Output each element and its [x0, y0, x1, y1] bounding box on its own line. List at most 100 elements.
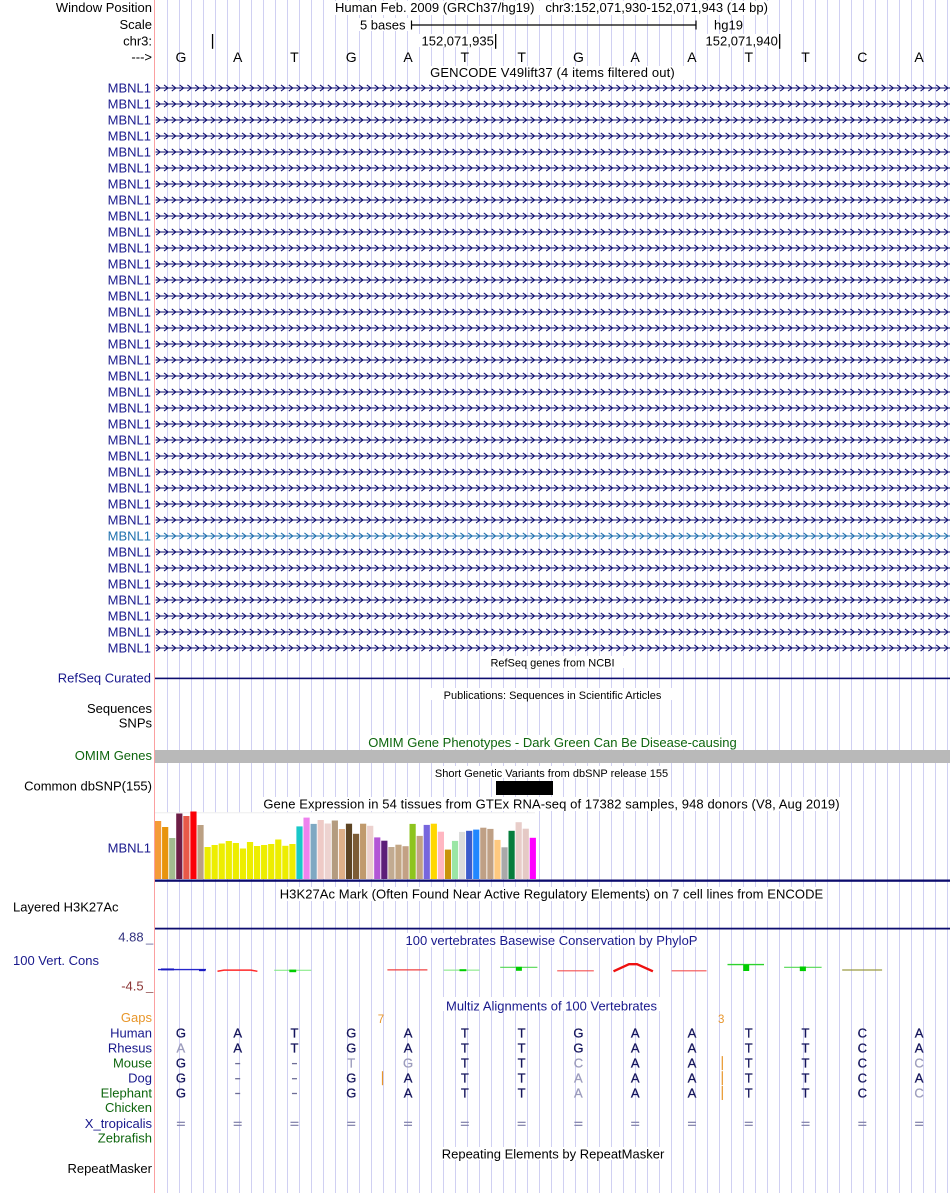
svg-text:RepeatMasker: RepeatMasker [67, 1161, 152, 1176]
svg-text:G: G [175, 49, 186, 65]
svg-text:Rhesus: Rhesus [108, 1041, 153, 1056]
svg-text:G: G [403, 1056, 413, 1071]
svg-text:C: C [858, 1086, 867, 1101]
svg-text:MBNL1: MBNL1 [108, 81, 151, 96]
svg-text:G: G [573, 1025, 583, 1040]
svg-text:MBNL1: MBNL1 [108, 273, 151, 288]
svg-text:A: A [404, 1071, 413, 1086]
svg-text:MBNL1: MBNL1 [108, 529, 151, 544]
svg-text:MBNL1: MBNL1 [108, 545, 151, 560]
svg-text:T: T [518, 1056, 526, 1071]
svg-text:A: A [403, 49, 413, 65]
svg-text:MBNL1: MBNL1 [108, 129, 151, 144]
svg-text:C: C [914, 1056, 923, 1071]
svg-text:A: A [915, 1071, 924, 1086]
svg-text:MBNL1: MBNL1 [108, 353, 151, 368]
svg-text:MBNL1: MBNL1 [108, 369, 151, 384]
svg-text:T: T [802, 1025, 810, 1040]
svg-text:A: A [631, 49, 641, 65]
svg-text:T: T [802, 1056, 810, 1071]
svg-text:chr3:: chr3: [123, 34, 152, 49]
svg-text:OMIM Gene Phenotypes - Dark Gr: OMIM Gene Phenotypes - Dark Green Can Be… [368, 735, 737, 750]
svg-text:A: A [688, 1025, 697, 1040]
svg-text:T: T [802, 1041, 810, 1056]
svg-text:Gene Expression in 54 tissues: Gene Expression in 54 tissues from GTEx … [263, 797, 839, 812]
svg-text:MBNL1: MBNL1 [108, 113, 151, 128]
svg-text:A: A [688, 1071, 697, 1086]
svg-text:MBNL1: MBNL1 [108, 465, 151, 480]
svg-text:T: T [290, 1041, 298, 1056]
svg-text:T: T [290, 49, 299, 65]
svg-text:A: A [404, 1041, 413, 1056]
svg-text:T: T [461, 1025, 469, 1040]
svg-text:G: G [176, 1086, 186, 1101]
svg-text:-4.5: -4.5 [121, 978, 143, 993]
svg-text:A: A [631, 1086, 640, 1101]
svg-text:T: T [801, 49, 810, 65]
svg-text:T: T [518, 1071, 526, 1086]
svg-text:Dog: Dog [128, 1071, 152, 1086]
svg-text:MBNL1: MBNL1 [108, 305, 151, 320]
svg-text:Short Genetic Variants from db: Short Genetic Variants from dbSNP releas… [435, 768, 668, 780]
svg-text:G: G [346, 1041, 356, 1056]
svg-text:--->: ---> [131, 50, 152, 65]
svg-text:G: G [346, 1071, 356, 1086]
svg-text:A: A [688, 1056, 697, 1071]
svg-text:G: G [176, 1025, 186, 1040]
svg-text:MBNL1: MBNL1 [108, 321, 151, 336]
svg-text:Human Feb. 2009 (GRCh37/hg19): Human Feb. 2009 (GRCh37/hg19) chr3:152,0… [335, 0, 768, 15]
svg-text:MBNL1: MBNL1 [108, 561, 151, 576]
svg-text:_: _ [145, 930, 154, 945]
svg-text:MBNL1: MBNL1 [108, 289, 151, 304]
svg-text:MBNL1: MBNL1 [108, 609, 151, 624]
svg-text:C: C [858, 1056, 867, 1071]
svg-text:T: T [517, 49, 526, 65]
svg-text:MBNL1: MBNL1 [108, 97, 151, 112]
svg-text:MBNL1: MBNL1 [108, 337, 151, 352]
svg-text:MBNL1: MBNL1 [108, 417, 151, 432]
svg-text:G: G [573, 1041, 583, 1056]
svg-text:MBNL1: MBNL1 [108, 481, 151, 496]
svg-text:MBNL1: MBNL1 [108, 433, 151, 448]
svg-text:MBNL1: MBNL1 [108, 497, 151, 512]
svg-text:MBNL1: MBNL1 [108, 513, 151, 528]
svg-text:Human: Human [110, 1025, 152, 1040]
svg-text:A: A [688, 1086, 697, 1101]
svg-text:Common dbSNP(155): Common dbSNP(155) [24, 779, 152, 794]
svg-text:MBNL1: MBNL1 [108, 209, 151, 224]
svg-text:SNPs: SNPs [119, 715, 153, 730]
svg-text:MBNL1: MBNL1 [108, 241, 151, 256]
svg-text:100 vertebrates Basewise Conse: 100 vertebrates Basewise Conservation by… [406, 933, 698, 948]
svg-text:Multiz Alignments of 100 Verte: Multiz Alignments of 100 Vertebrates [446, 998, 658, 1013]
svg-text:T: T [802, 1071, 810, 1086]
svg-text:A: A [631, 1056, 640, 1071]
svg-text:A: A [631, 1025, 640, 1040]
svg-text:A: A [233, 49, 243, 65]
svg-text:T: T [461, 1086, 469, 1101]
svg-text:MBNL1: MBNL1 [108, 193, 151, 208]
svg-text:C: C [858, 1041, 867, 1056]
svg-text:MBNL1: MBNL1 [108, 593, 151, 608]
svg-text:T: T [802, 1086, 810, 1101]
svg-text:T: T [518, 1025, 526, 1040]
svg-text:H3K27Ac Mark (Often Found Near: H3K27Ac Mark (Often Found Near Active Re… [280, 887, 824, 902]
svg-text:RefSeq genes from NCBI: RefSeq genes from NCBI [490, 658, 614, 670]
svg-text:Publications: Sequences in Sci: Publications: Sequences in Scientific Ar… [444, 690, 662, 702]
svg-text:G: G [346, 1025, 356, 1040]
svg-text:T: T [461, 1041, 469, 1056]
svg-text:G: G [346, 1086, 356, 1101]
svg-text:C: C [914, 1086, 923, 1101]
svg-text:T: T [290, 1025, 298, 1040]
svg-text:3: 3 [718, 1014, 724, 1026]
svg-text:T: T [461, 1071, 469, 1086]
svg-text:OMIM Genes: OMIM Genes [75, 748, 153, 763]
svg-text:MBNL1: MBNL1 [108, 177, 151, 192]
svg-text:Sequences: Sequences [87, 701, 153, 716]
svg-text:Layered H3K27Ac: Layered H3K27Ac [13, 900, 119, 915]
svg-text:A: A [915, 1025, 924, 1040]
svg-text:A: A [915, 1041, 924, 1056]
svg-text:T: T [518, 1041, 526, 1056]
svg-text:MBNL1: MBNL1 [108, 145, 151, 160]
svg-text:T: T [461, 49, 470, 65]
svg-text:152,071,935: 152,071,935 [422, 34, 494, 49]
